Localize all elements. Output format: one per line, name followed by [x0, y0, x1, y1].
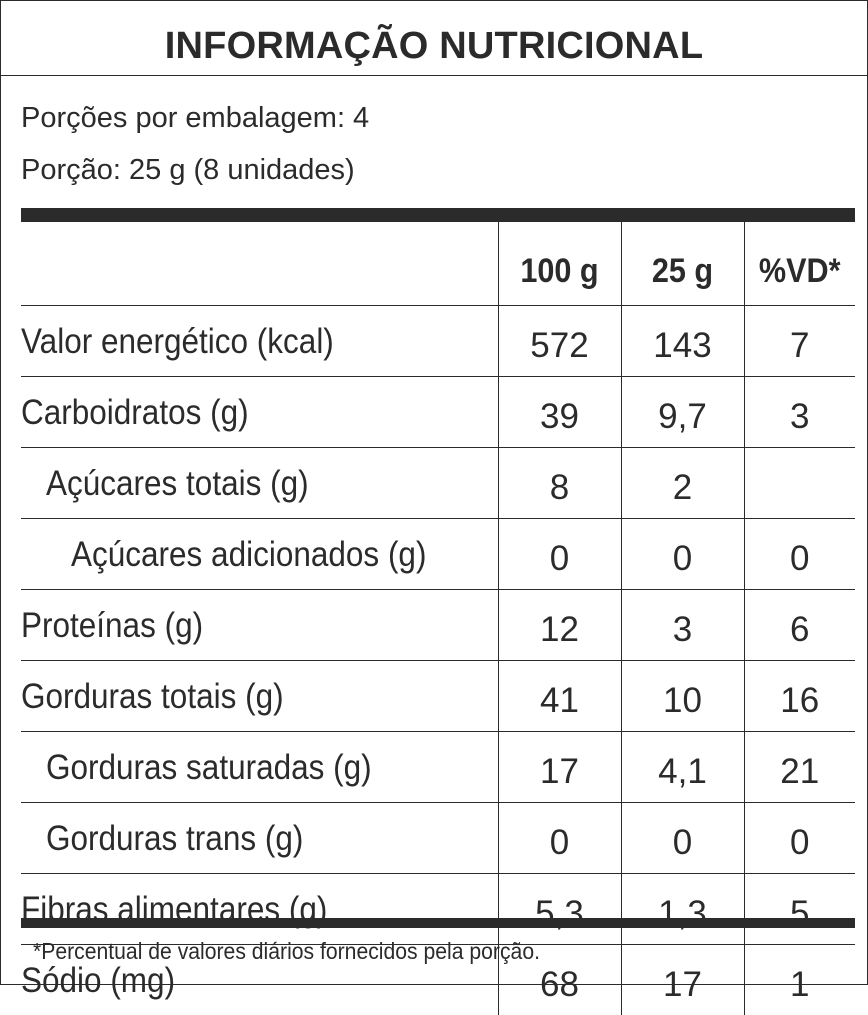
value-100g: 39	[498, 377, 621, 448]
value-dv	[744, 448, 855, 519]
nutrient-name: Açúcares adicionados (g)	[21, 519, 498, 590]
nutrient-name-text: Carboidratos (g)	[21, 395, 249, 430]
value-serving: 3	[621, 590, 744, 661]
value-100g: 5,3	[498, 874, 621, 945]
value-serving: 143	[621, 306, 744, 377]
value-100g: 572	[498, 306, 621, 377]
nutrient-name-text: Proteínas (g)	[21, 608, 203, 643]
value-dv: 0	[744, 803, 855, 874]
value-100g: 0	[498, 519, 621, 590]
nutrient-name-text: Gorduras trans (g)	[46, 821, 303, 856]
nutrition-facts-label: INFORMAÇÃO NUTRICIONAL Porções por embal…	[0, 0, 868, 985]
value-serving: 2	[621, 448, 744, 519]
table-row: Açúcares adicionados (g) 0 0 0	[21, 519, 855, 590]
value-100g: 12	[498, 590, 621, 661]
column-header-serving: 25 g	[627, 222, 738, 306]
value-dv: 5	[744, 874, 855, 945]
nutrient-name-text: Gorduras totais (g)	[21, 679, 284, 714]
table-row: Gorduras trans (g) 0 0 0	[21, 803, 855, 874]
nutrition-table: 100 g 25 g %VD* Valor energético (kcal) …	[21, 222, 855, 1015]
table-row: Açúcares totais (g) 8 2	[21, 448, 855, 519]
table-row: Valor energético (kcal) 572 143 7	[21, 306, 855, 377]
table-row: Carboidratos (g) 39 9,7 3	[21, 377, 855, 448]
table-header-row: 100 g 25 g %VD*	[21, 222, 855, 306]
value-100g: 8	[498, 448, 621, 519]
value-dv: 6	[744, 590, 855, 661]
label-title: INFORMAÇÃO NUTRICIONAL	[1, 1, 867, 76]
header-blank-cell	[21, 222, 498, 306]
value-serving: 0	[621, 519, 744, 590]
value-serving: 0	[621, 803, 744, 874]
value-100g: 17	[498, 732, 621, 803]
value-dv: 0	[744, 519, 855, 590]
nutrient-name: Gorduras totais (g)	[21, 661, 498, 732]
value-serving: 4,1	[621, 732, 744, 803]
column-header-dv: %VD*	[750, 222, 850, 306]
serving-size: Porção: 25 g (8 unidades)	[21, 154, 355, 187]
thick-divider	[21, 208, 855, 222]
column-header-100g: 100 g	[504, 222, 615, 306]
table-row: Gorduras totais (g) 41 10 16	[21, 661, 855, 732]
nutrient-name: Gorduras saturadas (g)	[21, 732, 498, 803]
table-row: Fibras alimentares (g) 5,3 1,3 5	[21, 874, 855, 945]
footnote: *Percentual de valores diários fornecido…	[33, 938, 540, 965]
value-100g: 0	[498, 803, 621, 874]
value-serving: 9,7	[621, 377, 744, 448]
value-dv: 7	[744, 306, 855, 377]
nutrient-name: Gorduras trans (g)	[21, 803, 498, 874]
nutrient-name-text: Valor energético (kcal)	[21, 324, 334, 359]
value-dv: 1	[744, 945, 855, 1015]
value-serving: 1,3	[621, 874, 744, 945]
table-row: Gorduras saturadas (g) 17 4,1 21	[21, 732, 855, 803]
nutrient-name-text: Gorduras saturadas (g)	[46, 750, 372, 785]
value-serving: 10	[621, 661, 744, 732]
nutrient-name: Carboidratos (g)	[21, 377, 498, 448]
table-row: Proteínas (g) 12 3 6	[21, 590, 855, 661]
nutrient-name-text: Açúcares adicionados (g)	[71, 537, 426, 572]
value-100g: 41	[498, 661, 621, 732]
servings-per-package: Porções por embalagem: 4	[21, 102, 369, 135]
nutrient-name-text: Açúcares totais (g)	[46, 466, 309, 501]
bottom-divider	[21, 918, 855, 928]
value-dv: 3	[744, 377, 855, 448]
nutrient-name: Valor energético (kcal)	[21, 306, 498, 377]
nutrient-name: Fibras alimentares (g)	[21, 874, 498, 945]
value-dv: 16	[744, 661, 855, 732]
nutrient-name: Açúcares totais (g)	[21, 448, 498, 519]
value-dv: 21	[744, 732, 855, 803]
value-serving: 17	[621, 945, 744, 1015]
nutrient-name-text: Sódio (mg)	[21, 963, 175, 998]
nutrient-name: Proteínas (g)	[21, 590, 498, 661]
